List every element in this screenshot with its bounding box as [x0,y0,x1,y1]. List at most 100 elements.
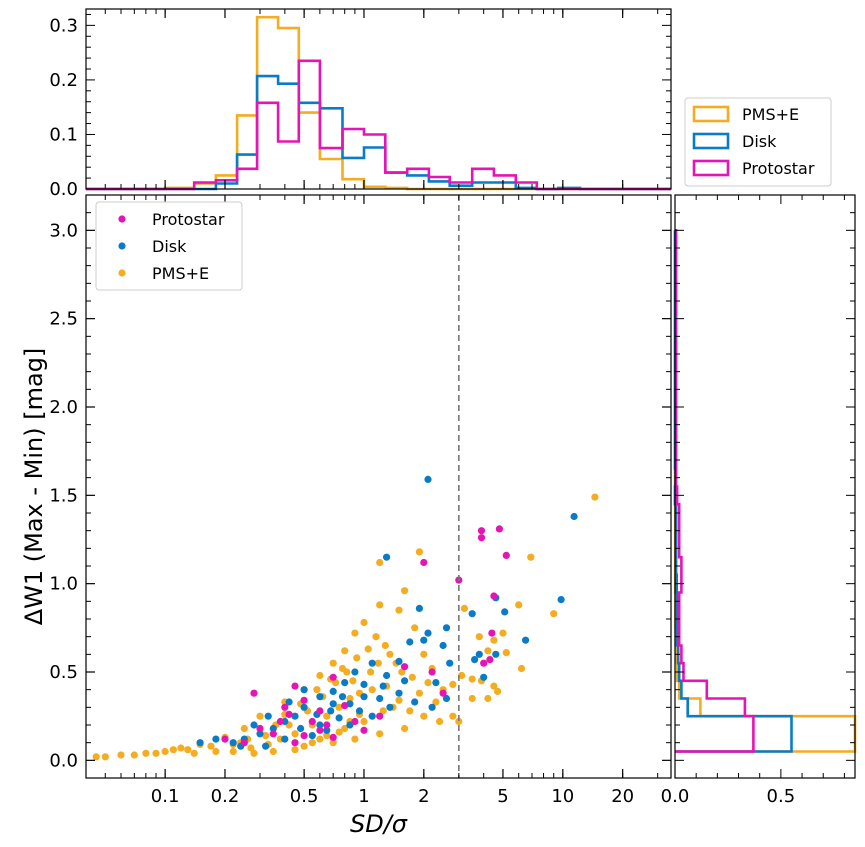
data-point [420,636,428,644]
legend-marker [118,215,126,223]
legend-swatch [692,159,730,177]
x-tick-label: 0.1 [151,786,180,807]
data-point [494,687,502,696]
data-point [424,475,432,483]
data-point [376,730,384,738]
data-point [308,732,316,740]
data-point [415,604,423,613]
data-point [101,753,109,761]
y-tick-label: 1.5 [49,485,78,506]
main-legend: Protostar Disk PMS+E [95,201,243,291]
data-point [247,744,255,752]
top-y-tick-label: 0.2 [49,70,78,91]
data-point [212,747,220,756]
data-point [406,707,414,715]
data-point [300,686,308,694]
data-point [383,553,391,561]
legend-box [95,201,243,291]
data-point [411,624,419,632]
data-point [300,696,308,704]
data-point [468,675,476,683]
top-histogram-series [86,15,671,191]
right-y-ticks [675,194,855,779]
data-point [490,592,498,600]
legend-label: PMS+E [152,264,209,283]
data-point [323,732,331,740]
data-point [351,629,359,637]
data-point [398,668,406,676]
data-point [368,712,376,720]
data-point [475,650,483,658]
data-point [368,659,376,667]
data-point [376,712,384,720]
main-panel-frame [85,194,672,779]
data-point [316,707,324,715]
histogram-step-disk [673,230,793,753]
data-point [383,671,391,680]
data-point [92,753,100,761]
data-point [468,694,476,703]
data-point [327,707,335,715]
data-point [291,739,299,747]
data-point [446,659,454,667]
right-panel-frame [674,194,856,779]
data-point [313,686,321,694]
data-point [490,636,498,644]
data-point [395,657,403,666]
data-point [484,694,492,703]
data-point [240,739,248,747]
data-point [480,673,488,681]
data-point [406,638,414,646]
data-point [264,712,272,720]
data-point [262,732,270,740]
data-point [522,636,530,644]
histogram-step-disk [86,74,671,191]
histogram-step-pms-e [86,15,671,191]
data-point [360,693,368,701]
data-point [346,694,354,703]
data-point [488,629,496,637]
data-point [395,606,403,614]
data-point [480,659,488,667]
data-point [184,746,192,754]
histogram-step-protostar [86,59,671,191]
data-point [591,493,599,501]
data-point [177,744,185,752]
data-point [291,682,299,690]
data-point [499,629,507,637]
data-point [484,647,492,655]
data-point [428,703,436,711]
data-point [335,714,343,722]
data-point [368,686,376,694]
data-point [256,724,264,733]
data-point [475,633,483,641]
data-point [360,726,368,734]
data-point [550,610,558,618]
data-point [190,749,198,757]
data-point [207,742,215,750]
data-point [477,534,486,542]
data-point [221,735,229,743]
series-protostar [221,525,510,747]
data-point [269,747,277,756]
data-point [297,724,305,733]
data-point [341,647,349,655]
data-point [557,596,565,604]
data-point [501,608,509,616]
data-point [169,746,177,754]
data-point [395,689,403,697]
data-point [415,689,423,697]
data-point [386,703,394,711]
y-tick-label: 3.0 [49,220,78,241]
x-tick-label: 5 [497,786,508,807]
legend-marker [118,269,126,277]
data-point [495,525,503,533]
data-point [281,703,289,711]
legend-label: Protostar [742,159,815,178]
x-tick-label: 1 [358,786,369,807]
top-y-ticks: 0.0 0.1 0.2 0.3 [49,13,671,200]
x-tick-label: 0.2 [211,786,240,807]
data-point [329,687,337,696]
legend-label: Disk [742,132,777,151]
data-point [308,739,316,747]
